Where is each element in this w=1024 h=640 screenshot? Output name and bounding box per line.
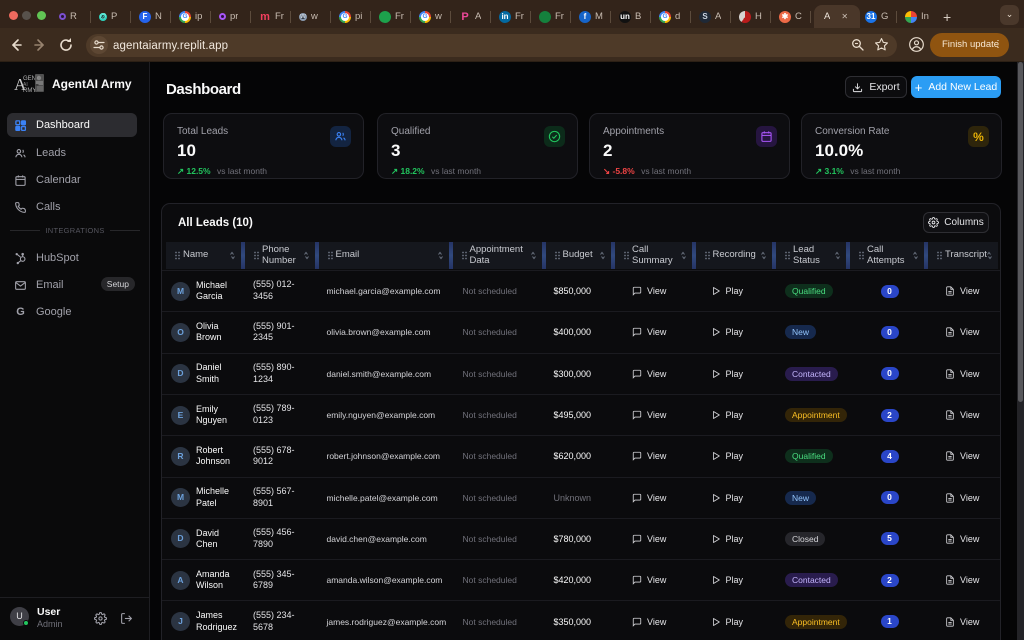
svg-text:A: A <box>14 75 27 94</box>
svg-text:GENT: GENT <box>23 76 40 82</box>
svg-text:RMY: RMY <box>23 88 36 94</box>
svg-text:AI: AI <box>23 82 28 88</box>
